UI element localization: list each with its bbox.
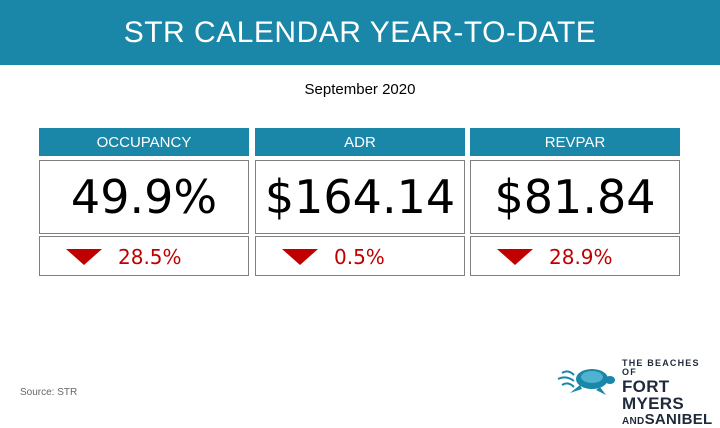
logo-wordmark: THE BEACHES OF FORT MYERS ANDSANIBEL: [622, 358, 716, 428]
metric-change-box: 0.5%: [255, 236, 465, 276]
logo-line3-main: SANIBEL: [644, 411, 713, 428]
metric-label: OCCUPANCY: [39, 128, 249, 156]
turtle-logo-icon: [557, 369, 615, 395]
logo-line1: THE BEACHES OF: [622, 358, 700, 377]
title-bar: STR CALENDAR YEAR-TO-DATE: [0, 0, 720, 65]
subtitle: September 2020: [304, 81, 416, 98]
metric-change-box: 28.5%: [39, 236, 249, 276]
metric-change: 28.5%: [118, 245, 182, 269]
logo-line3: ANDSANIBEL: [622, 412, 716, 427]
metric-change: 28.9%: [549, 245, 613, 269]
down-arrow-icon: [282, 249, 318, 265]
metric-change: 0.5%: [334, 245, 385, 269]
metric-label: REVPAR: [470, 128, 680, 156]
logo-line2: FORT MYERS: [622, 377, 684, 413]
metric-value: $164.14: [255, 160, 465, 234]
metric-label: ADR: [255, 128, 465, 156]
source-note: Source: STR: [20, 387, 78, 398]
metric-change-box: 28.9%: [470, 236, 680, 276]
metric-value: 49.9%: [39, 160, 249, 234]
metric-value: $81.84: [470, 160, 680, 234]
logo-line3-prefix: AND: [622, 416, 645, 427]
down-arrow-icon: [497, 249, 533, 265]
page-title: STR CALENDAR YEAR-TO-DATE: [123, 15, 597, 49]
down-arrow-icon: [66, 249, 102, 265]
brand-logo: THE BEACHES OF FORT MYERS ANDSANIBEL: [556, 355, 716, 427]
